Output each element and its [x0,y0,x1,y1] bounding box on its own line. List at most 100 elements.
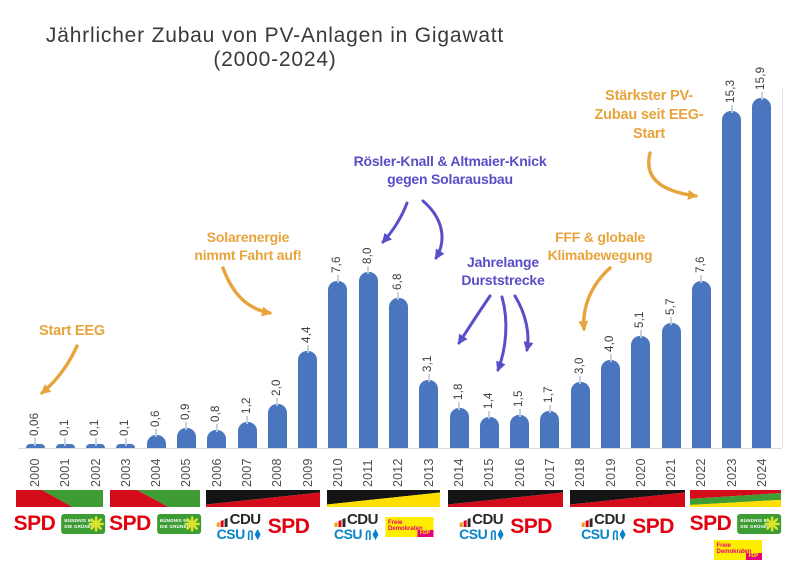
plot-right-border [782,88,783,448]
coalition-logos-2000-2002: SPD BÜNDNIS 90 DIE GRÜNEN [14,513,106,535]
annotation-line: nimmt Fahrt auf! [194,247,302,264]
flag-segment [206,490,320,505]
bar-top-tick-over [306,345,309,353]
annotation-arrow-purple [457,294,492,345]
bar-2012 [388,298,408,448]
coalition-flag-2006-2009 [206,490,320,507]
fdp-logo-line2: Demokraten [388,526,423,532]
annotation-line: Zubau seit EEG- [594,107,704,124]
cdu-stripe [589,518,593,527]
chart-title: Jährlicher Zubau von PV-Anlagen in Gigaw… [25,24,525,72]
annotation-arrow-orange [40,344,79,395]
csu-diamond [254,528,261,540]
bar-value-label: 0,06 [28,412,41,436]
gruene-logo-line1: BÜNDNIS 90 [740,518,770,523]
annotation-line: FFF & globale [555,229,645,245]
cdu-stripe [585,520,589,527]
csu-lion-diamond-icon [365,528,379,540]
coalition-logos-2022-2024: SPD BÜNDNIS 90 DIE GRÜNEN [690,513,782,535]
csu-logo: CSU [459,527,504,541]
annotation-line: Rösler-Knall & Altmaier-Knick [353,153,547,169]
flag-segment [570,492,685,507]
flag-segment [448,490,563,505]
sunflower-petal [186,524,191,530]
cdu-stripe [333,522,337,527]
year-label: 2000 [28,458,42,487]
annotation-line: Start EEG [39,323,105,339]
bar-2014 [449,408,469,448]
flag-segment [690,490,781,499]
gruene-logo: BÜNDNIS 90 DIE GRÜNEN [156,514,201,534]
annotation-fff: FFF & globale Klimabewegung [543,228,657,265]
sunflower-petal [90,518,96,524]
coalition-flag-2014-2017 [448,490,563,507]
bar-value-label: 0,6 [149,410,162,427]
bar-2003 [116,444,136,448]
flag-segment [137,490,200,507]
cdu-csu-logo: CDU CSU [581,512,626,541]
csu-lion-diamond-icon [247,528,261,540]
sunflower-center [188,520,196,528]
bar-top-tick-over [670,317,673,325]
bar-top-tick-over [730,105,733,113]
coalition-logos-2018-2021: CDU CSU SPD [581,512,674,541]
annotation-arrow-orange [578,266,612,331]
year-label: 2012 [391,458,406,487]
coalition-flag-2000-2002 [16,490,103,507]
sunflower-petal [773,518,779,524]
bar-2013 [419,380,439,448]
bar-value-label: 4,0 [604,335,616,352]
spd-logo: SPD [632,515,674,538]
fdp-logo: Freie Demokraten FDP [713,540,762,560]
year-label: 2010 [330,458,345,487]
bar-value-label: 7,6 [694,256,707,273]
fdp-logo-line2: Demokraten [716,549,752,555]
csu-lion-diamond-icon [490,528,504,540]
spd-logo: SPD [109,512,151,535]
year-label: 2001 [58,458,73,487]
cdu-csu-logo: CDU CSU [459,512,504,541]
gruene-logo-text: BÜNDNIS 90 DIE GRÜNEN [160,518,190,529]
bar-top-tick-over [94,438,97,446]
year-label: 2011 [361,459,376,487]
bar-value-label: 6,8 [391,273,404,290]
annotation-arrow-purple [381,201,409,244]
sunflower-petal [192,518,198,524]
bar-2007 [237,422,257,448]
bar-top-tick-over [518,409,521,417]
cdu-logo: CDU [333,512,379,527]
bar-value-label: 5,1 [634,311,647,328]
annotation-arrow-purple [496,295,508,372]
bar-top-tick-over [155,429,158,437]
bar-top-tick-over [276,398,279,406]
csu-lion [490,529,496,540]
csu-logo: CSU [217,527,262,541]
flag-segment [690,499,781,507]
csu-lion [365,529,371,540]
annotation-solar: Solarenergie nimmt Fahrt auf! [168,228,328,265]
annotation-line: gegen Solarausbau [387,171,513,188]
bar-top-tick-over [397,292,400,300]
csu-lion [247,529,254,540]
bar-2016 [510,415,530,448]
cdu-logo-text: CDU [229,511,262,528]
annotation-line: Stärkster PV- [605,88,693,104]
year-label: 2024 [754,458,769,487]
sunflower-petal [773,524,779,530]
bar-2018 [570,382,590,448]
coalition-flag-2018-2021 [570,490,685,507]
bar-2001 [55,444,75,448]
bar-2019 [601,360,620,448]
cdu-stripe [467,518,471,527]
year-label: 2003 [118,458,133,487]
sunflower-petal [766,518,772,524]
bar-value-label: 4,4 [301,326,314,343]
fdp-logo-line1: Freie [388,519,403,526]
year-label: 2017 [542,458,557,487]
bar-value-label: 8,0 [361,247,374,264]
bar-top-tick-over [64,438,67,446]
bar-top-tick-over [367,266,370,274]
year-label: 2022 [694,458,709,487]
annotation-staerkster: Stärkster PV- Zubau seit EEG- Start [590,87,708,144]
coalition-logos-2003-2005: SPD BÜNDNIS 90 DIE GRÜNEN [109,513,201,535]
